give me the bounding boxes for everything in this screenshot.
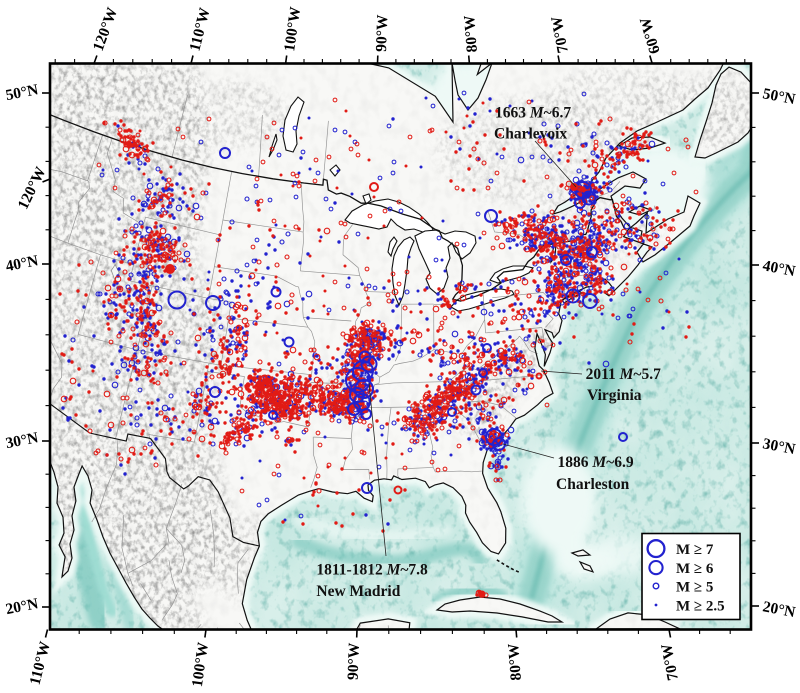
svg-text:30°N: 30°N bbox=[4, 429, 40, 452]
svg-text:2011 M~5.7: 2011 M~5.7 bbox=[586, 366, 662, 383]
svg-text:M ≥ 6: M ≥ 6 bbox=[676, 561, 714, 577]
svg-text:70°W: 70°W bbox=[548, 14, 572, 54]
svg-text:100°W: 100°W bbox=[189, 641, 212, 688]
svg-text:1663 M~6.7: 1663 M~6.7 bbox=[495, 105, 571, 122]
svg-text:50°N: 50°N bbox=[4, 81, 40, 104]
svg-text:100°W: 100°W bbox=[281, 5, 304, 52]
svg-text:Charlevoix: Charlevoix bbox=[494, 126, 567, 143]
svg-text:M ≥ 5: M ≥ 5 bbox=[676, 580, 713, 596]
svg-text:90°W: 90°W bbox=[373, 14, 391, 52]
svg-text:30°N: 30°N bbox=[761, 435, 797, 458]
svg-text:40°N: 40°N bbox=[4, 252, 40, 275]
svg-text:90°W: 90°W bbox=[345, 642, 363, 680]
svg-text:M ≥ 2.5: M ≥ 2.5 bbox=[676, 599, 725, 615]
svg-text:Virginia: Virginia bbox=[587, 387, 642, 404]
svg-text:Charleston: Charleston bbox=[556, 476, 630, 493]
svg-text:40°N: 40°N bbox=[761, 257, 797, 280]
svg-text:20°N: 20°N bbox=[761, 598, 797, 621]
svg-text:1886 M~6.9: 1886 M~6.9 bbox=[558, 454, 634, 471]
svg-text:New Madrid: New Madrid bbox=[316, 583, 400, 600]
svg-text:70°W: 70°W bbox=[658, 642, 682, 682]
svg-text:50°N: 50°N bbox=[761, 85, 797, 108]
svg-text:M ≥ 7: M ≥ 7 bbox=[676, 542, 714, 558]
svg-text:80°W: 80°W bbox=[461, 14, 481, 53]
svg-text:20°N: 20°N bbox=[4, 595, 40, 618]
svg-text:80°W: 80°W bbox=[505, 642, 525, 681]
svg-text:1811-1812 M~7.8: 1811-1812 M~7.8 bbox=[316, 562, 428, 579]
